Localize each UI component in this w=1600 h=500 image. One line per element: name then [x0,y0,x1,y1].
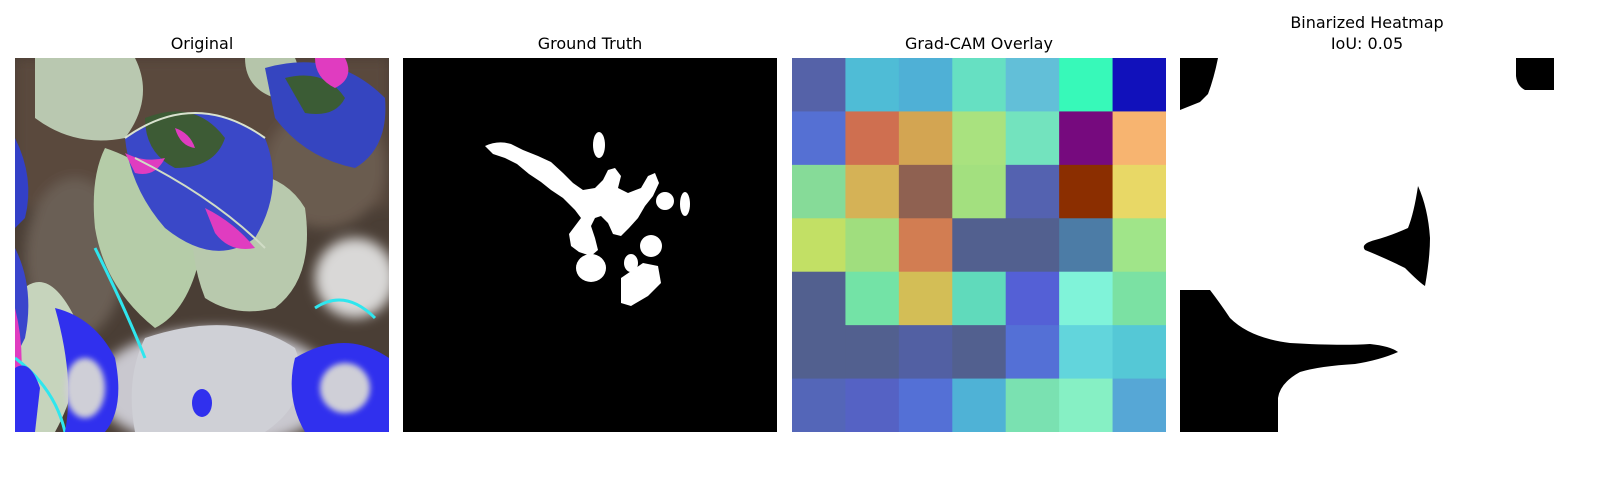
heatmap-cell [1112,378,1166,432]
heatmap-cell [792,111,846,166]
heatmap-cell [845,111,900,166]
heatmap-cell [1059,271,1114,326]
heatmap-cell [1005,218,1060,273]
heatmap-cell [1059,58,1114,112]
heatmap-cell [1112,325,1166,380]
heatmap-cell [898,111,953,166]
heatmap-cell [898,271,953,326]
original-title: Original [170,34,234,53]
heatmap-cell [792,164,846,219]
heatmap-cell [792,378,846,432]
heatmap-cell [952,58,1007,112]
gradcam-title: Grad-CAM Overlay [905,34,1053,53]
heatmap-cell [898,325,953,380]
heatmap-cell [792,218,846,273]
gradcam-overlay [792,58,1166,432]
heatmap-cell [898,164,953,219]
heatmap-cell [952,111,1007,166]
heatmap-cell [898,378,953,432]
heatmap-cell [792,325,846,380]
original-image [15,58,389,432]
binarized-title: Binarized Heatmap [1290,13,1444,32]
heatmap-cell [1005,271,1060,326]
heatmap-cell [845,218,900,273]
heatmap-cell [1112,111,1166,166]
ground-truth-title: Ground Truth [537,34,643,53]
heatmap-cell [1005,164,1060,219]
heatmap-cell [1059,378,1114,432]
heatmap-cell [952,325,1007,380]
heatmap-cell [1059,164,1114,219]
heatmap-cell [1005,58,1060,112]
heatmap-cell [845,325,900,380]
heatmap-cell [1005,325,1060,380]
heatmap-cell [1059,111,1114,166]
heatmap-cell [952,218,1007,273]
heatmap-cell [898,58,953,112]
binarized-heatmap [1180,58,1554,432]
heatmap-cell [792,58,846,112]
heatmap-cell [1005,111,1060,166]
heatmap-cell [952,271,1007,326]
heatmap-cell [1059,218,1114,273]
heatmap-cell [845,164,900,219]
ground-truth-mask [403,58,777,432]
heatmap-cell [845,271,900,326]
heatmap-cell [1112,58,1166,112]
heatmap-cell [1005,378,1060,432]
heatmap-cell [792,271,846,326]
heatmap-cell [1059,325,1114,380]
heatmap-cell [952,164,1007,219]
heatmap-cell [1112,271,1166,326]
heatmap-cell [845,378,900,432]
heatmap-cell [845,58,900,112]
heatmap-cell [952,378,1007,432]
iou-score: IoU: 0.05 [1330,34,1404,53]
heatmap-cell [898,218,953,273]
heatmap-cell [1112,218,1166,273]
heatmap-cell [1112,164,1166,219]
